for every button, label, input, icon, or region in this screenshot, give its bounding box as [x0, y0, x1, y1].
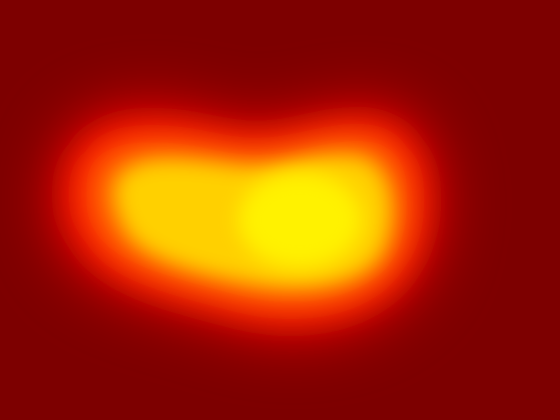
- hot-core: [238, 172, 362, 268]
